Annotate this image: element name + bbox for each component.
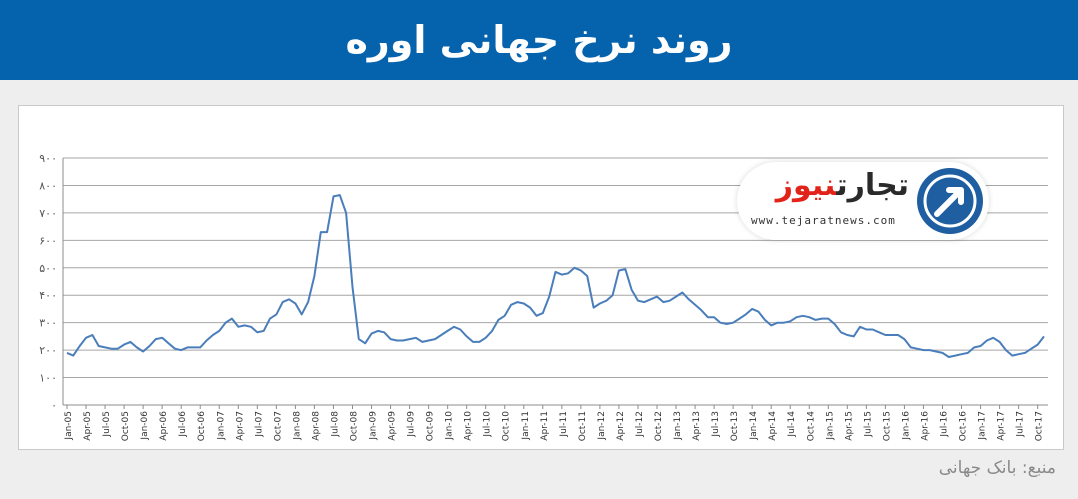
x-tick-label: Oct-06 bbox=[197, 411, 207, 442]
x-tick-label: Oct-12 bbox=[654, 411, 664, 441]
x-tick-label: Jan-12 bbox=[597, 411, 607, 441]
y-tick-label: ۲۰۰ bbox=[39, 344, 57, 357]
x-tick-label: Jul-09 bbox=[407, 411, 417, 438]
x-tick-label: Apr-09 bbox=[388, 411, 398, 441]
x-tick-label: Oct-08 bbox=[349, 411, 359, 442]
x-tick-label: Oct-10 bbox=[502, 411, 512, 442]
x-tick-label: Apr-08 bbox=[311, 411, 321, 441]
x-tick-label: Jan-11 bbox=[521, 411, 531, 441]
x-tick-label: Jul-05 bbox=[102, 411, 112, 438]
x-tick-label: Jul-10 bbox=[483, 411, 493, 438]
y-tick-label: ۶۰۰ bbox=[39, 234, 57, 247]
x-tick-label: Jul-06 bbox=[178, 411, 188, 438]
x-tick-label: Jan-08 bbox=[292, 411, 302, 441]
x-tick-label: Jul-11 bbox=[559, 411, 569, 438]
x-tick-label: Apr-05 bbox=[83, 411, 93, 441]
x-tick-label: Jul-14 bbox=[787, 411, 797, 438]
series-line bbox=[66, 194, 1045, 358]
x-tick-label: Jan-16 bbox=[901, 411, 911, 441]
x-tick-label: Oct-09 bbox=[426, 411, 436, 442]
x-tick-label: Apr-14 bbox=[768, 411, 778, 441]
x-tick-label: Apr-07 bbox=[235, 411, 245, 441]
y-tick-label: ۵۰۰ bbox=[39, 262, 57, 275]
logo-brand: تجارتنیوز bbox=[776, 168, 909, 203]
logo-brand-primary: تجارت bbox=[836, 168, 909, 203]
x-tick-label: Jan-07 bbox=[216, 411, 226, 441]
x-tick-label: Jul-15 bbox=[863, 411, 873, 438]
header-bar: روند نرخ جهانی اوره bbox=[0, 0, 1078, 80]
x-tick-label: Jul-07 bbox=[254, 411, 264, 438]
y-tick-label: ۴۰۰ bbox=[39, 289, 57, 302]
x-tick-label: Apr-13 bbox=[692, 411, 702, 441]
x-tick-label: Apr-15 bbox=[844, 411, 854, 441]
x-tick-label: Oct-17 bbox=[1035, 411, 1045, 441]
line-chart: ۰ ۱۰۰ ۲۰۰ ۳۰۰ ۴۰۰ ۵۰۰ ۶۰۰ ۷۰۰ ۸۰۰ ۹۰۰ Jan-05 Apr-05… bbox=[39, 152, 1048, 442]
y-tick-label: ۸۰۰ bbox=[39, 179, 57, 192]
x-tick-label: Oct-15 bbox=[882, 411, 892, 441]
page-title: روند نرخ جهانی اوره bbox=[345, 18, 733, 62]
x-tick-label: Apr-16 bbox=[920, 411, 930, 441]
logo-brand-accent: نیوز bbox=[775, 168, 837, 203]
logo-arrow-icon bbox=[917, 168, 983, 234]
chart-panel: ۰ ۱۰۰ ۲۰۰ ۳۰۰ ۴۰۰ ۵۰۰ ۶۰۰ ۷۰۰ ۸۰۰ ۹۰۰ Jan-05 Apr-05… bbox=[18, 105, 1064, 450]
x-tick-label: Jan-06 bbox=[140, 411, 150, 441]
x-tick-label: Oct-13 bbox=[730, 411, 740, 441]
x-tick-label: Apr-11 bbox=[540, 411, 550, 441]
y-tick-label: ۹۰۰ bbox=[39, 152, 57, 165]
x-tick-label: Jan-09 bbox=[369, 411, 379, 441]
x-tick-label: Jan-15 bbox=[825, 411, 835, 441]
x-tick-label: Jul-16 bbox=[939, 411, 949, 438]
y-tick-label: ۰ bbox=[51, 399, 57, 412]
x-tick-label: Jan-14 bbox=[749, 411, 759, 441]
y-tick-label: ۳۰۰ bbox=[39, 317, 57, 330]
y-tick-label: ۱۰۰ bbox=[39, 372, 57, 385]
x-tick-label: Oct-14 bbox=[806, 411, 816, 442]
x-tick-label: Jul-13 bbox=[711, 411, 721, 438]
x-tick-label: Apr-17 bbox=[997, 411, 1007, 441]
source-note: منبع: بانک جهانی bbox=[938, 458, 1056, 478]
x-tick-label: Jul-08 bbox=[330, 411, 340, 438]
x-tick-label: Jan-13 bbox=[673, 411, 683, 441]
x-tick-label: Oct-16 bbox=[959, 411, 969, 442]
x-tick-label: Apr-12 bbox=[616, 411, 626, 441]
x-tick-label: Jul-17 bbox=[1016, 411, 1026, 438]
x-tick-label: Oct-05 bbox=[121, 411, 131, 441]
x-tick-label: Jan-05 bbox=[64, 411, 74, 441]
x-tick-label: Apr-10 bbox=[464, 411, 474, 441]
x-tick-label: Oct-07 bbox=[273, 411, 283, 441]
watermark-logo: تجارتنیوز www.tejaratnews.com bbox=[737, 162, 989, 240]
x-tick-label: Jan-17 bbox=[978, 411, 988, 441]
y-tick-label: ۷۰۰ bbox=[39, 207, 57, 220]
logo-url: www.tejaratnews.com bbox=[751, 214, 896, 227]
x-tick-label: Apr-06 bbox=[159, 411, 169, 441]
x-tick-label: Jan-10 bbox=[445, 411, 455, 441]
x-tick-label: Jul-12 bbox=[635, 411, 645, 438]
x-tick-label: Oct-11 bbox=[578, 411, 588, 441]
